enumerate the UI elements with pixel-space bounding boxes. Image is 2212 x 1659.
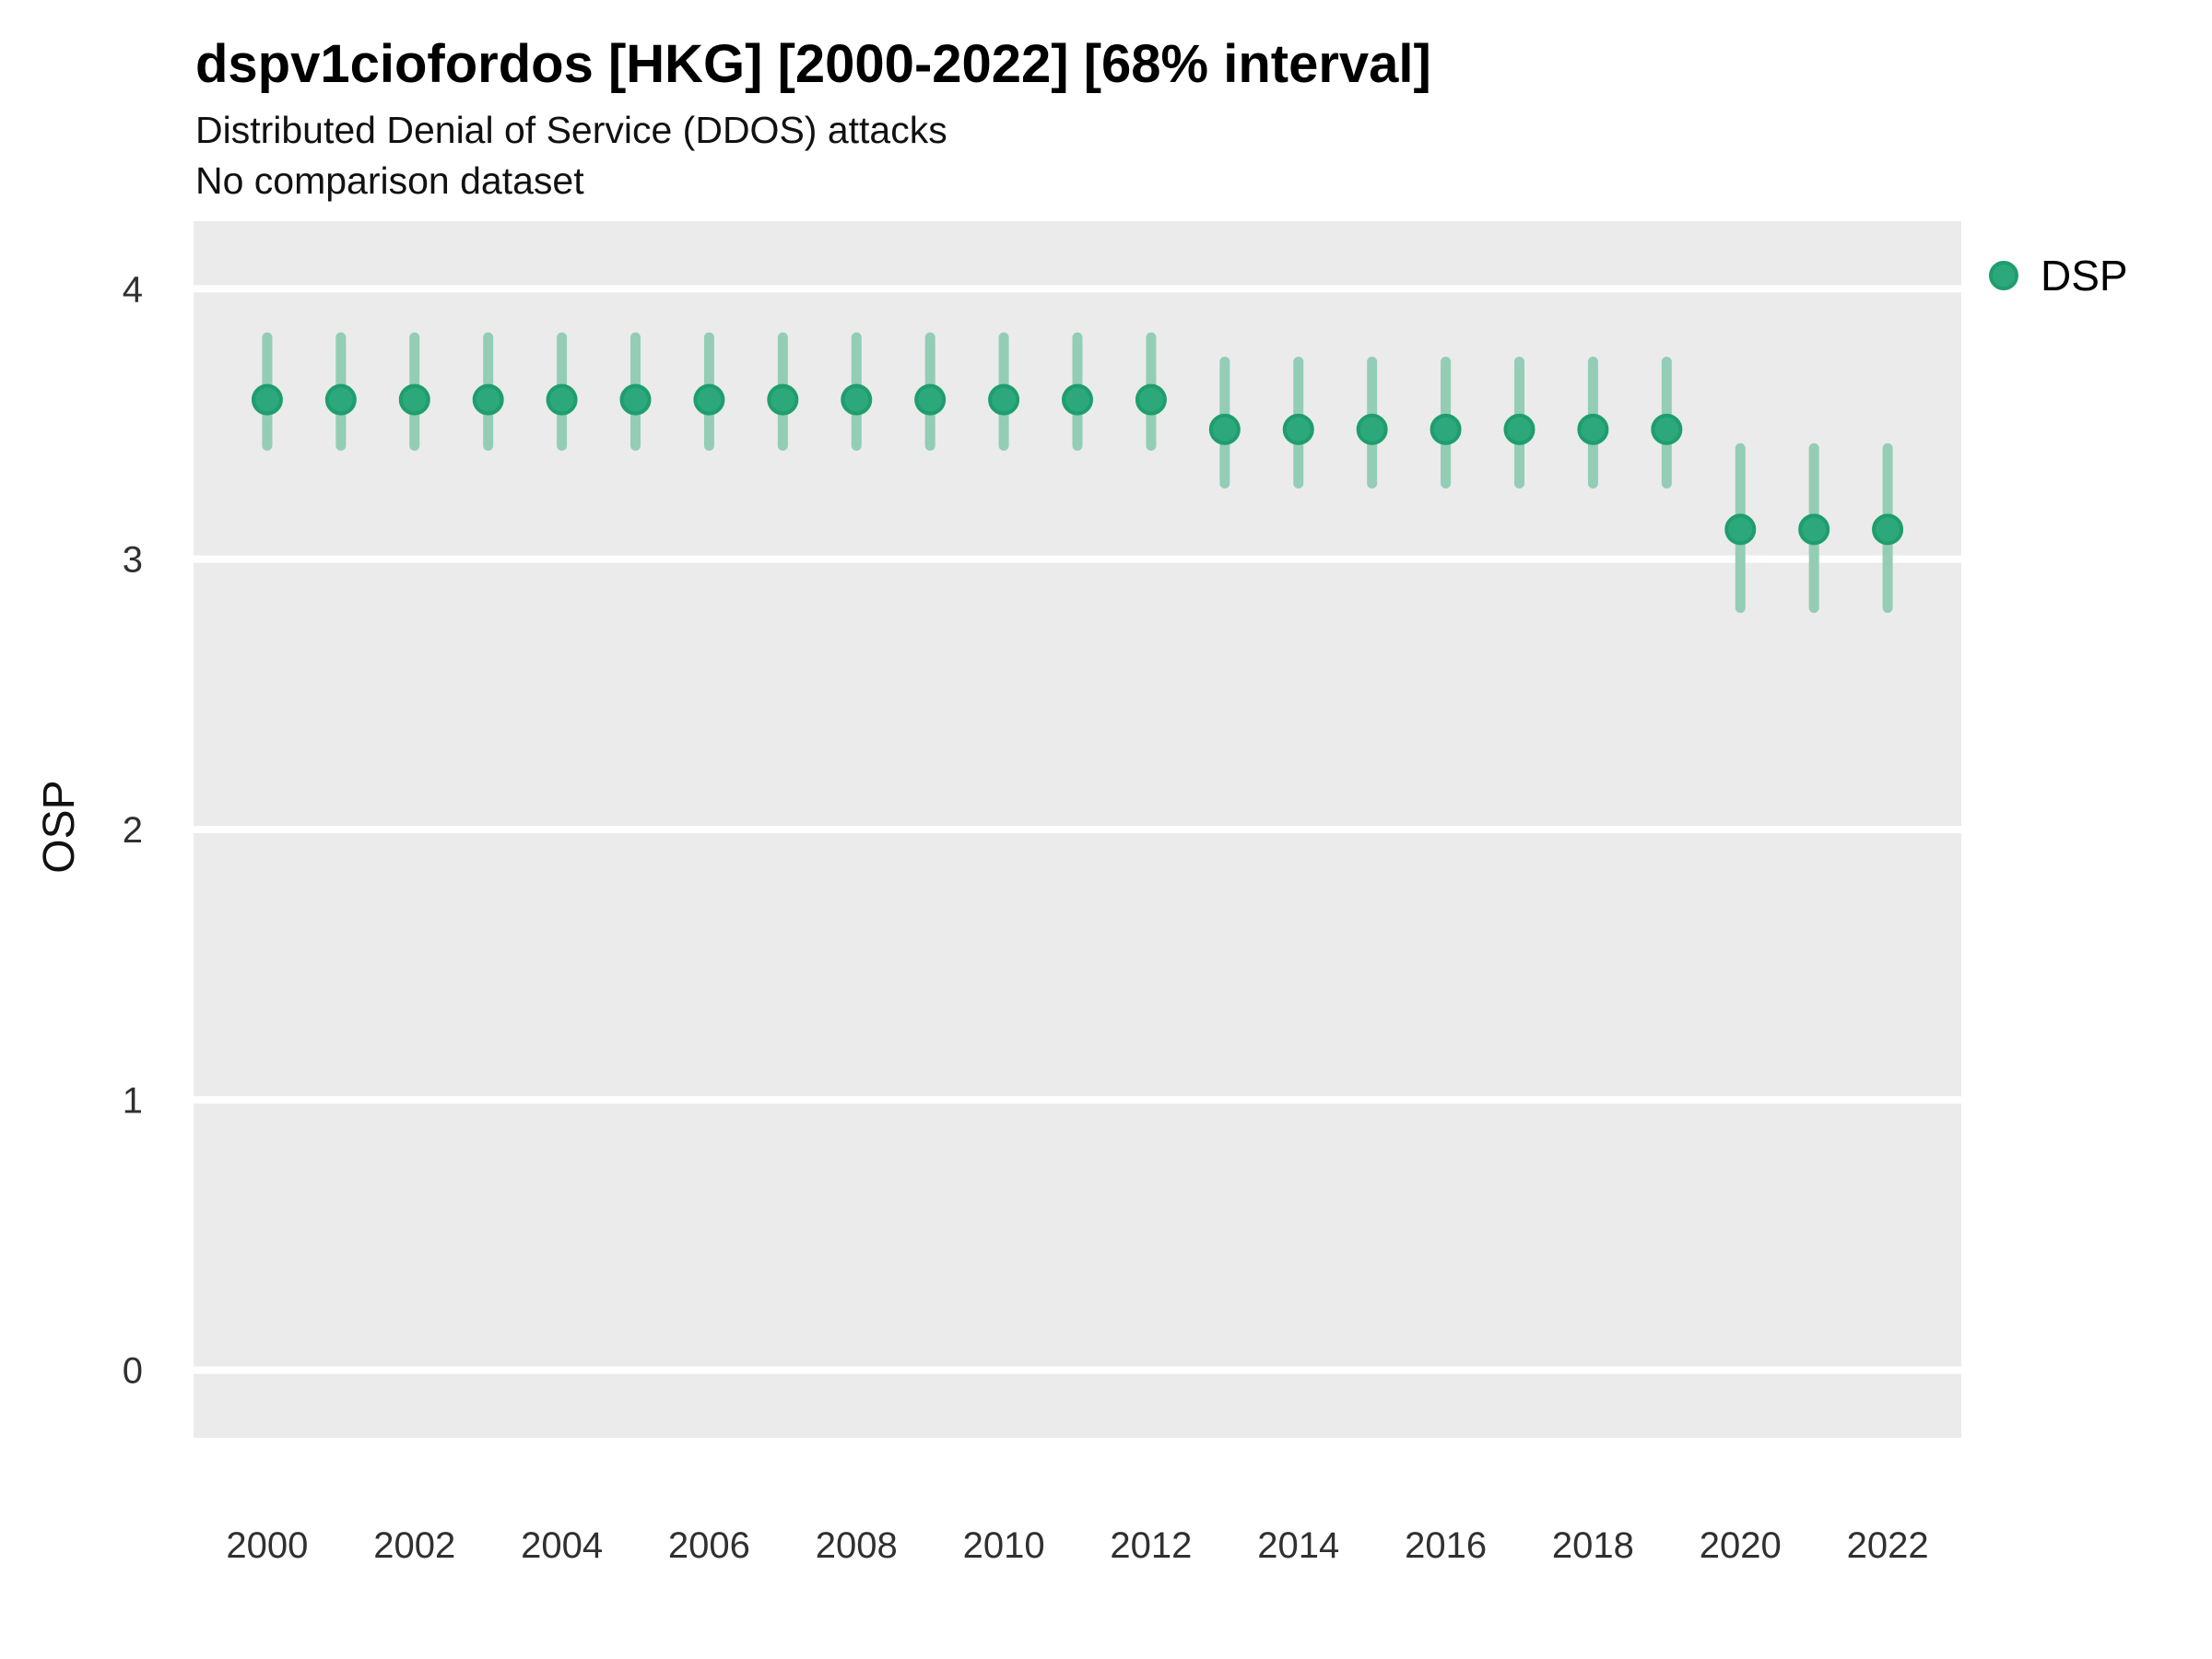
legend-label: DSP	[2041, 252, 2128, 300]
data-point	[1872, 513, 1904, 546]
data-point	[1430, 413, 1462, 445]
data-point	[1135, 383, 1167, 416]
data-point	[546, 383, 578, 416]
y-tick-label: 4	[123, 269, 143, 310]
x-tick-label: 2004	[521, 1525, 603, 1566]
y-tick-label: 3	[123, 540, 143, 581]
x-tick-label: 2020	[1700, 1525, 1782, 1566]
data-point	[1356, 413, 1388, 445]
data-point	[398, 383, 430, 416]
chart-title: dspv1ciofordos [HKG] [2000-2022] [68% in…	[195, 34, 1431, 94]
data-point	[1798, 513, 1830, 546]
data-point	[693, 383, 725, 416]
data-point	[1651, 413, 1683, 445]
x-tick-label: 2002	[373, 1525, 455, 1566]
data-point	[988, 383, 1020, 416]
data-point	[841, 383, 873, 416]
x-tick-label: 2014	[1257, 1525, 1339, 1566]
x-tick-label: 2012	[1110, 1525, 1192, 1566]
data-point	[1724, 513, 1757, 546]
data-point	[251, 383, 283, 416]
x-tick-label: 2018	[1552, 1525, 1634, 1566]
y-tick-label: 0	[123, 1351, 143, 1392]
data-point	[619, 383, 652, 416]
chart-subtitle: Distributed Denial of Service (DDOS) att…	[195, 109, 947, 151]
data-point	[1577, 413, 1609, 445]
data-point	[1282, 413, 1314, 445]
data-point	[1062, 383, 1093, 416]
y-axis-title: OSP	[35, 780, 85, 874]
data-point	[914, 383, 947, 416]
chart-note: No comparison dataset	[195, 159, 584, 202]
data-point	[1208, 413, 1241, 445]
data-point	[767, 383, 799, 416]
x-tick-label: 2006	[668, 1525, 750, 1566]
data-point	[472, 383, 504, 416]
x-tick-label: 2010	[963, 1525, 1045, 1566]
y-tick-label: 1	[123, 1080, 143, 1121]
x-tick-label: 2016	[1405, 1525, 1487, 1566]
x-tick-label: 2008	[816, 1525, 898, 1566]
data-point	[1503, 413, 1535, 445]
x-tick-label: 2000	[226, 1525, 308, 1566]
legend: DSP	[1989, 251, 2128, 300]
legend-point-icon	[1989, 261, 2018, 290]
data-point	[324, 383, 357, 416]
x-tick-label: 2022	[1847, 1525, 1929, 1566]
y-tick-label: 2	[123, 810, 143, 851]
